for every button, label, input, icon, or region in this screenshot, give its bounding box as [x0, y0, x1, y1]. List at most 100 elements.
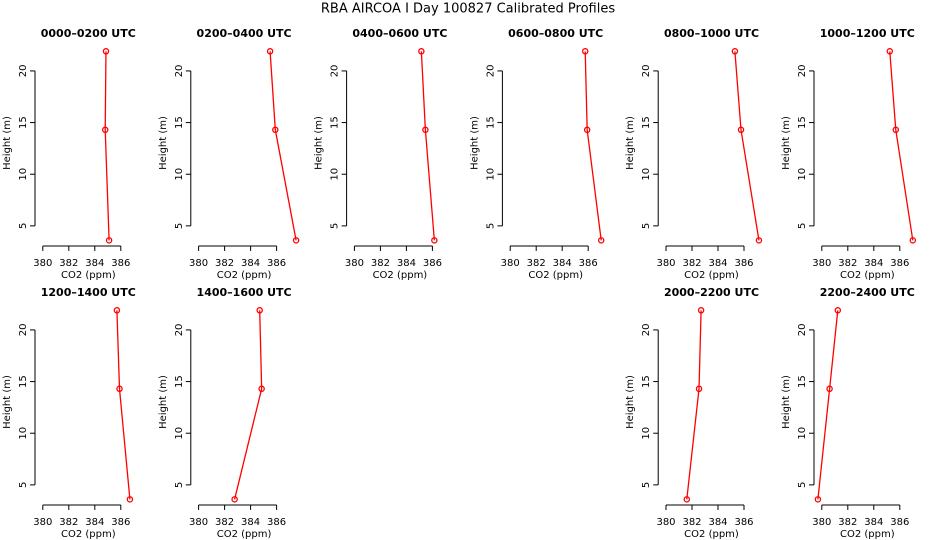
x-tick-label: 386 — [267, 517, 286, 528]
y-tick-label: 10 — [174, 168, 185, 181]
y-tick-label: 20 — [485, 65, 496, 78]
data-point — [422, 126, 429, 134]
y-axis-label: Height (m) — [158, 116, 169, 170]
y-axis-label: Height (m) — [158, 375, 169, 429]
profile-line — [817, 310, 839, 500]
y-tick-label: 5 — [18, 223, 29, 229]
x-tick-label: 384 — [864, 517, 883, 528]
profile-line — [116, 310, 131, 500]
panel-title: 1200–1400 UTC — [41, 286, 136, 299]
y-tick-label: 5 — [485, 223, 496, 229]
x-tick-label: 380 — [501, 258, 520, 269]
data-point — [105, 237, 113, 244]
x-tick-label: 380 — [812, 258, 831, 269]
data-point — [814, 496, 822, 503]
x-tick-label: 386 — [423, 258, 442, 269]
x-axis-label: CO2 (ppm) — [684, 270, 739, 281]
x-tick-label: 382 — [838, 258, 857, 269]
profile-line — [104, 51, 110, 241]
y-tick-label: 10 — [797, 168, 808, 181]
x-tick-label: 386 — [579, 258, 598, 269]
x-tick-label: 382 — [682, 517, 701, 528]
data-point — [886, 48, 894, 55]
x-tick-label: 382 — [215, 258, 234, 269]
x-axis-label: CO2 (ppm) — [840, 529, 895, 540]
data-point — [292, 237, 300, 244]
y-tick-label: 15 — [485, 116, 496, 129]
x-tick-label: 386 — [267, 258, 286, 269]
data-point — [834, 307, 842, 314]
x-axis-label: CO2 (ppm) — [61, 529, 116, 540]
y-tick-label: 20 — [797, 324, 808, 337]
data-point — [826, 385, 833, 393]
y-tick-label: 20 — [18, 65, 29, 78]
y-axis-label: Height (m) — [781, 375, 792, 429]
y-tick-label: 15 — [330, 116, 341, 129]
x-tick-label: 380 — [189, 517, 208, 528]
x-tick-label: 384 — [85, 258, 104, 269]
y-axis-label: Height (m) — [314, 116, 325, 170]
data-point — [731, 48, 739, 55]
y-tick-label: 10 — [485, 168, 496, 181]
x-tick-label: 380 — [656, 258, 675, 269]
panel-title: 2200–2400 UTC — [820, 286, 915, 299]
panel-title: 0800–1000 UTC — [664, 27, 759, 40]
data-point — [583, 126, 591, 134]
x-tick-label: 384 — [397, 258, 416, 269]
x-tick-label: 382 — [527, 258, 546, 269]
data-point — [272, 126, 279, 134]
y-tick-label: 10 — [641, 168, 652, 181]
panel-title: 1400–1600 UTC — [197, 286, 292, 299]
data-point — [256, 307, 263, 314]
y-tick-label: 5 — [797, 223, 808, 229]
x-tick-label: 380 — [812, 517, 831, 528]
profile-line — [420, 51, 435, 241]
data-point — [418, 48, 425, 55]
data-point — [266, 48, 274, 55]
x-tick-label: 382 — [838, 517, 857, 528]
x-tick-label: 380 — [656, 517, 675, 528]
y-tick-label: 10 — [641, 427, 652, 440]
y-tick-label: 15 — [641, 116, 652, 129]
panel-title: 0200–0400 UTC — [197, 27, 292, 40]
y-axis-label: Height (m) — [469, 116, 480, 170]
x-axis-label: CO2 (ppm) — [61, 270, 116, 281]
data-point — [581, 48, 589, 55]
y-tick-label: 10 — [18, 427, 29, 440]
x-tick-label: 386 — [890, 517, 909, 528]
profile-line — [686, 310, 702, 500]
y-tick-label: 5 — [641, 482, 652, 488]
x-tick-label: 386 — [890, 258, 909, 269]
y-tick-label: 5 — [641, 223, 652, 229]
x-tick-label: 384 — [241, 258, 260, 269]
data-point — [892, 126, 900, 134]
data-point — [231, 496, 238, 503]
profile-line — [233, 310, 263, 500]
y-axis-label: Height (m) — [625, 375, 636, 429]
x-axis-label: CO2 (ppm) — [528, 270, 583, 281]
x-tick-label: 384 — [241, 517, 260, 528]
y-tick-label: 15 — [174, 116, 185, 129]
y-tick-label: 15 — [18, 116, 29, 129]
y-tick-label: 5 — [330, 223, 341, 229]
x-tick-label: 386 — [734, 517, 753, 528]
data-point — [126, 496, 134, 503]
x-tick-label: 382 — [215, 517, 234, 528]
y-tick-label: 10 — [330, 168, 341, 181]
x-tick-label: 382 — [682, 258, 701, 269]
y-tick-label: 15 — [174, 375, 185, 388]
data-point — [101, 126, 109, 134]
profile-line — [584, 51, 602, 241]
x-tick-label: 386 — [111, 258, 130, 269]
data-point — [431, 237, 438, 244]
y-tick-label: 20 — [641, 324, 652, 337]
profile-line — [889, 51, 914, 241]
x-tick-label: 384 — [85, 517, 104, 528]
y-tick-label: 20 — [797, 65, 808, 78]
